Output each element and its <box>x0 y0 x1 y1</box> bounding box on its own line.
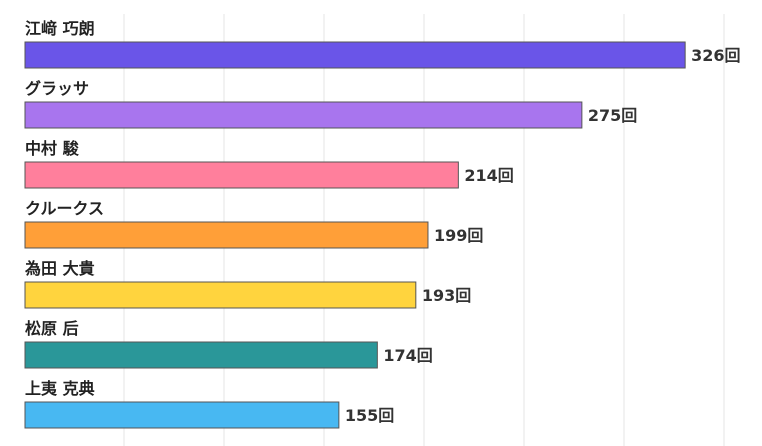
bar <box>24 281 417 309</box>
value-label: 174回 <box>383 346 432 365</box>
category-label: グラッサ <box>25 79 89 98</box>
category-label: 上夷 克典 <box>25 379 95 398</box>
category-label: 中村 駿 <box>25 139 80 158</box>
value-label: 155回 <box>345 406 394 425</box>
category-label: 為田 大貴 <box>25 259 95 278</box>
bar <box>24 101 583 129</box>
value-label: 275回 <box>588 106 637 125</box>
value-label: 199回 <box>434 226 483 245</box>
bar <box>24 161 459 189</box>
value-label: 193回 <box>422 286 471 305</box>
category-label: クルークス <box>25 199 104 218</box>
bar <box>24 221 429 249</box>
bar <box>24 341 378 369</box>
value-label: 326回 <box>691 46 740 65</box>
category-label: 松原 后 <box>25 319 79 338</box>
bar <box>24 401 340 429</box>
bar <box>24 41 686 69</box>
category-label: 江﨑 巧朗 <box>25 19 95 38</box>
value-label: 214回 <box>464 166 513 185</box>
